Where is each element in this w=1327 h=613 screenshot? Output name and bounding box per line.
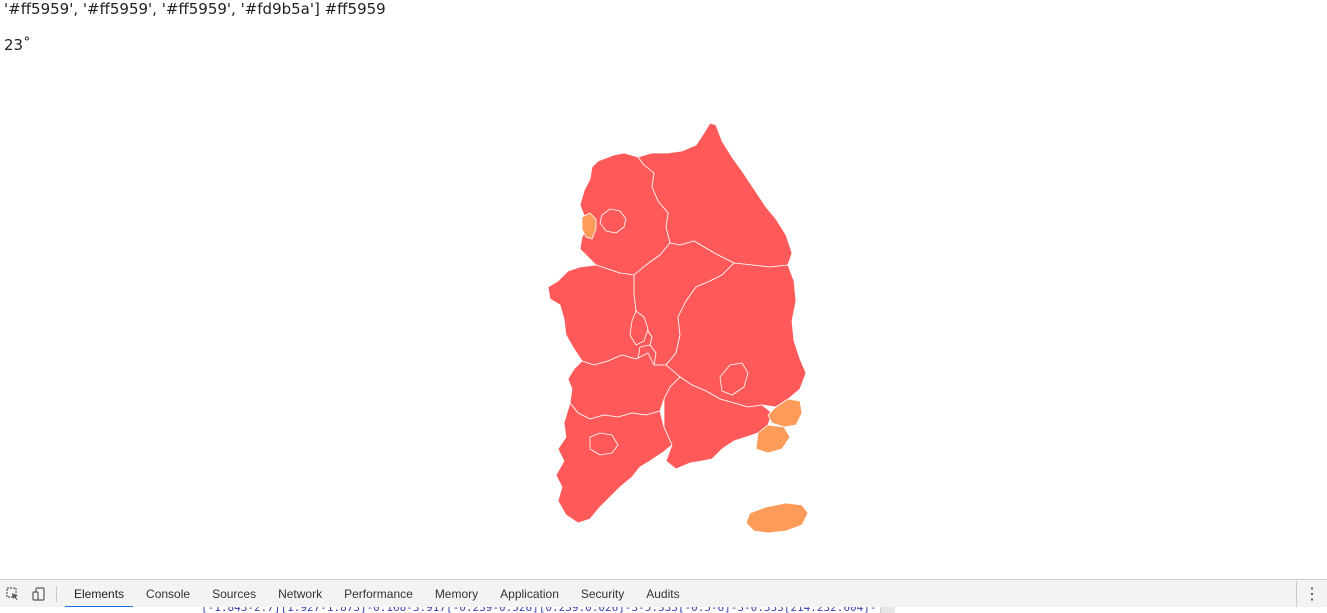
inspect-element-icon[interactable] [0,581,26,607]
region-ulsan[interactable] [767,398,803,428]
region-jeju[interactable] [745,502,809,534]
code-scrollbar[interactable] [880,607,895,613]
more-options-icon[interactable]: ⋮ [1296,580,1327,607]
color-array-output: '#ff5959', '#ff5959', '#ff5959', '#fd9b5… [4,0,386,18]
tab-memory[interactable]: Memory [434,586,479,601]
region-incheon[interactable] [581,212,597,240]
tab-application[interactable]: Application [500,586,559,601]
device-toolbar-icon[interactable] [26,581,52,607]
region-sejong[interactable] [629,310,649,346]
region-daegu[interactable] [719,362,749,396]
tab-console[interactable]: Console [146,586,191,601]
region-gwangju[interactable] [589,432,619,456]
toolbar-right: ⋮ [1296,580,1327,607]
devtools-panel: Elements Console Sources Network Perform… [0,579,1327,613]
tab-network[interactable]: Network [278,586,323,601]
elements-code-preview: [-1.843-2.7][1.927-1.873]-0.168-3.917[-0… [0,607,1327,613]
tab-performance[interactable]: Performance [344,586,413,601]
devtools-toolbar: Elements Console Sources Network Perform… [0,580,1327,608]
korea-map [540,115,820,545]
tab-elements[interactable]: Elements [63,581,135,608]
temperature-output: 23˚ [4,36,31,54]
tab-audits[interactable]: Audits [646,586,680,601]
region-seoul[interactable] [599,208,627,234]
code-line: [-1.843-2.7][1.927-1.873]-0.168-3.917[-0… [201,607,877,613]
tab-sources[interactable]: Sources [212,586,257,601]
toolbar-divider [56,585,57,602]
page-content: '#ff5959', '#ff5959', '#ff5959', '#fd9b5… [4,0,820,545]
tab-security[interactable]: Security [580,586,625,601]
region-busan[interactable] [755,424,791,454]
region-jeonnam[interactable] [555,402,673,524]
